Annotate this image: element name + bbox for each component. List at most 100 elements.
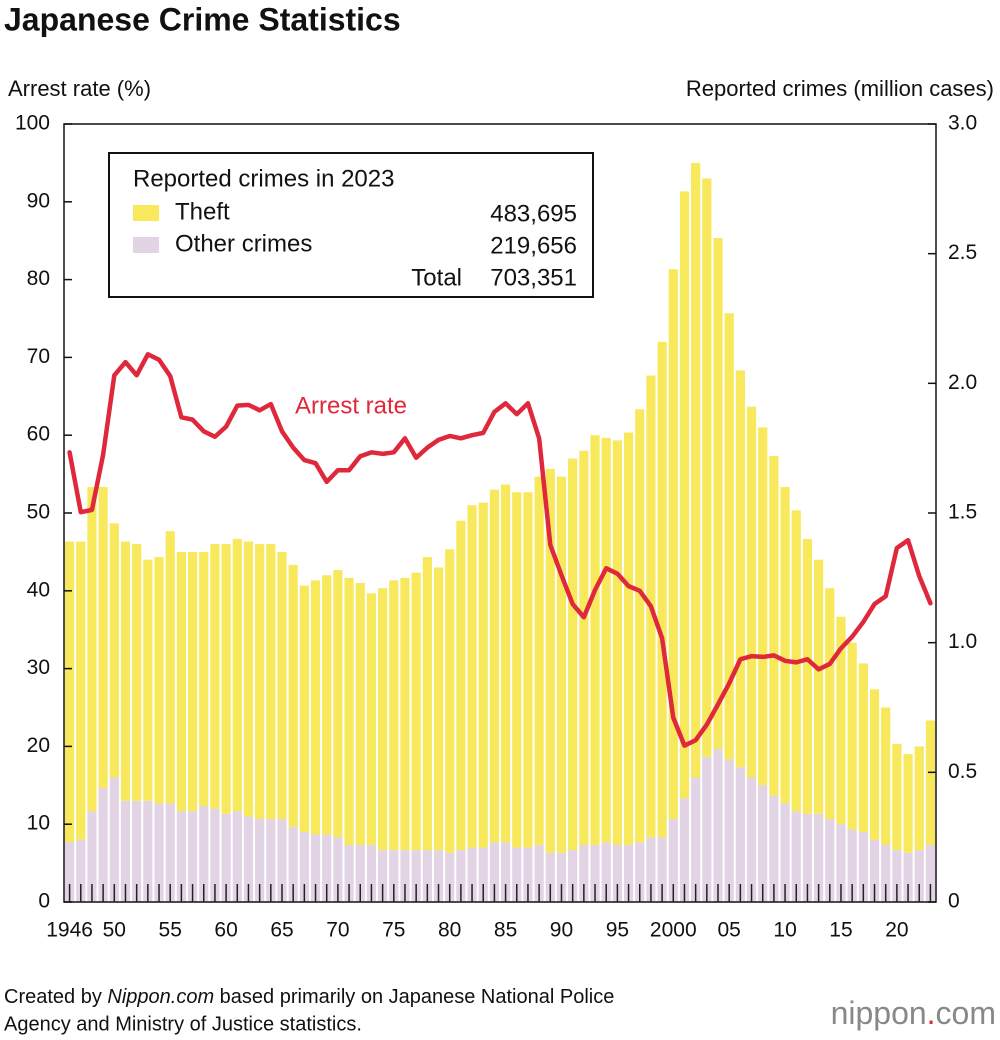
x-tick-label: 50	[103, 919, 126, 942]
bar-segment	[378, 588, 388, 851]
bar-segment	[612, 844, 622, 902]
y-tick-label: 60	[27, 423, 50, 446]
bar-segment	[98, 787, 108, 902]
x-tick-label: 90	[550, 919, 573, 942]
x-tick-label: 55	[159, 919, 182, 942]
x-tick-label: 80	[438, 919, 461, 942]
bar-segment	[568, 458, 578, 851]
x-tick-label: 1946	[46, 919, 93, 942]
logo-text: com	[936, 995, 996, 1031]
source-text: Nippon.com	[107, 986, 214, 1008]
bar-segment	[310, 580, 321, 835]
source-text: Agency and Ministry of Justice statistic…	[4, 1013, 362, 1035]
bar-segment	[668, 269, 678, 820]
bar-segment	[635, 409, 645, 843]
bar-segment	[858, 663, 868, 832]
bar-segment	[814, 559, 824, 814]
bar-segment	[132, 800, 142, 902]
bar-segment	[545, 468, 555, 853]
bar-segment	[791, 811, 801, 902]
bar-segment	[243, 541, 254, 817]
y-tick-label: 100	[15, 112, 50, 135]
bar-segment	[769, 455, 779, 796]
line-annotation: Arrest rate	[295, 392, 407, 419]
bar-segment	[76, 839, 86, 902]
bar-segment	[724, 759, 734, 902]
bar-segment	[746, 406, 757, 778]
bar-segment	[199, 551, 209, 807]
bar-segment	[467, 847, 477, 902]
bar-segment	[702, 178, 712, 757]
bar-segment	[187, 551, 198, 812]
bar-segment	[456, 520, 466, 851]
x-tick-label: 85	[494, 919, 517, 942]
bar-segment	[355, 844, 365, 902]
x-tick-label: 60	[214, 919, 237, 942]
bar-segment	[65, 541, 75, 843]
bar-segment	[165, 531, 175, 804]
bar-segment	[623, 432, 634, 845]
y2-tick-label: 0	[948, 890, 960, 913]
bar-segment	[892, 850, 902, 902]
bar-segment	[366, 844, 377, 902]
bar-segment	[523, 847, 533, 902]
bar-segment	[87, 811, 97, 902]
bar-segment	[221, 813, 231, 902]
bar-segment	[501, 484, 511, 843]
bar-segment	[310, 834, 321, 902]
bar-segment	[411, 572, 421, 851]
legend-value: 483,695	[490, 200, 577, 227]
y2-tick-label: 2.5	[948, 241, 977, 264]
bar-segment	[590, 844, 600, 902]
bar-segment	[109, 523, 119, 778]
bar-segment	[266, 819, 276, 902]
x-tick-label: 65	[270, 919, 293, 942]
legend-value: 219,656	[490, 232, 577, 259]
bar-segment	[534, 844, 544, 902]
bar-segment	[679, 798, 690, 902]
bar-segment	[881, 844, 891, 902]
bar-segment	[802, 813, 813, 902]
bar-segment	[512, 847, 522, 902]
bar-segment	[612, 440, 622, 845]
plot-area	[65, 162, 935, 902]
bar-segment	[143, 559, 153, 801]
bar-segment	[288, 564, 298, 827]
x-tick-label: 95	[606, 919, 629, 942]
bar-segment	[802, 538, 813, 814]
bar-segment	[489, 489, 499, 843]
y-tick-label: 80	[27, 267, 50, 290]
x-tick-label: 70	[326, 919, 349, 942]
bar-segment	[277, 551, 287, 820]
bar-segment	[512, 492, 522, 848]
line	[67, 352, 933, 748]
bar-segment	[836, 824, 846, 902]
bar-segment	[892, 743, 902, 851]
bar-segment	[679, 191, 690, 799]
bar-segment	[422, 850, 432, 902]
bar-segment	[914, 850, 924, 902]
bar-segment	[120, 541, 131, 801]
bar-segment	[120, 800, 131, 902]
bar-segment	[601, 437, 611, 843]
source-text: Created by	[4, 986, 107, 1008]
bar-segment	[165, 803, 175, 902]
bar-segment	[98, 487, 108, 788]
y-axis-label: Arrest rate (%)	[8, 76, 151, 101]
bar-segment	[724, 313, 734, 760]
legend-total-label: Total	[411, 264, 462, 291]
legend-box	[108, 152, 594, 298]
bar-segment	[545, 852, 555, 902]
bar-segment	[154, 803, 164, 902]
source-text: based primarily on Japanese National Pol…	[214, 986, 614, 1008]
bar-segment	[814, 813, 824, 902]
bar-segment	[355, 583, 365, 845]
bar-segment	[210, 808, 220, 902]
bar-segment	[735, 370, 745, 768]
bar-segment	[869, 689, 880, 840]
bar-segment	[691, 162, 701, 778]
bar-segment	[825, 588, 835, 820]
bar-segment	[489, 842, 499, 902]
bar-segment	[825, 819, 835, 902]
